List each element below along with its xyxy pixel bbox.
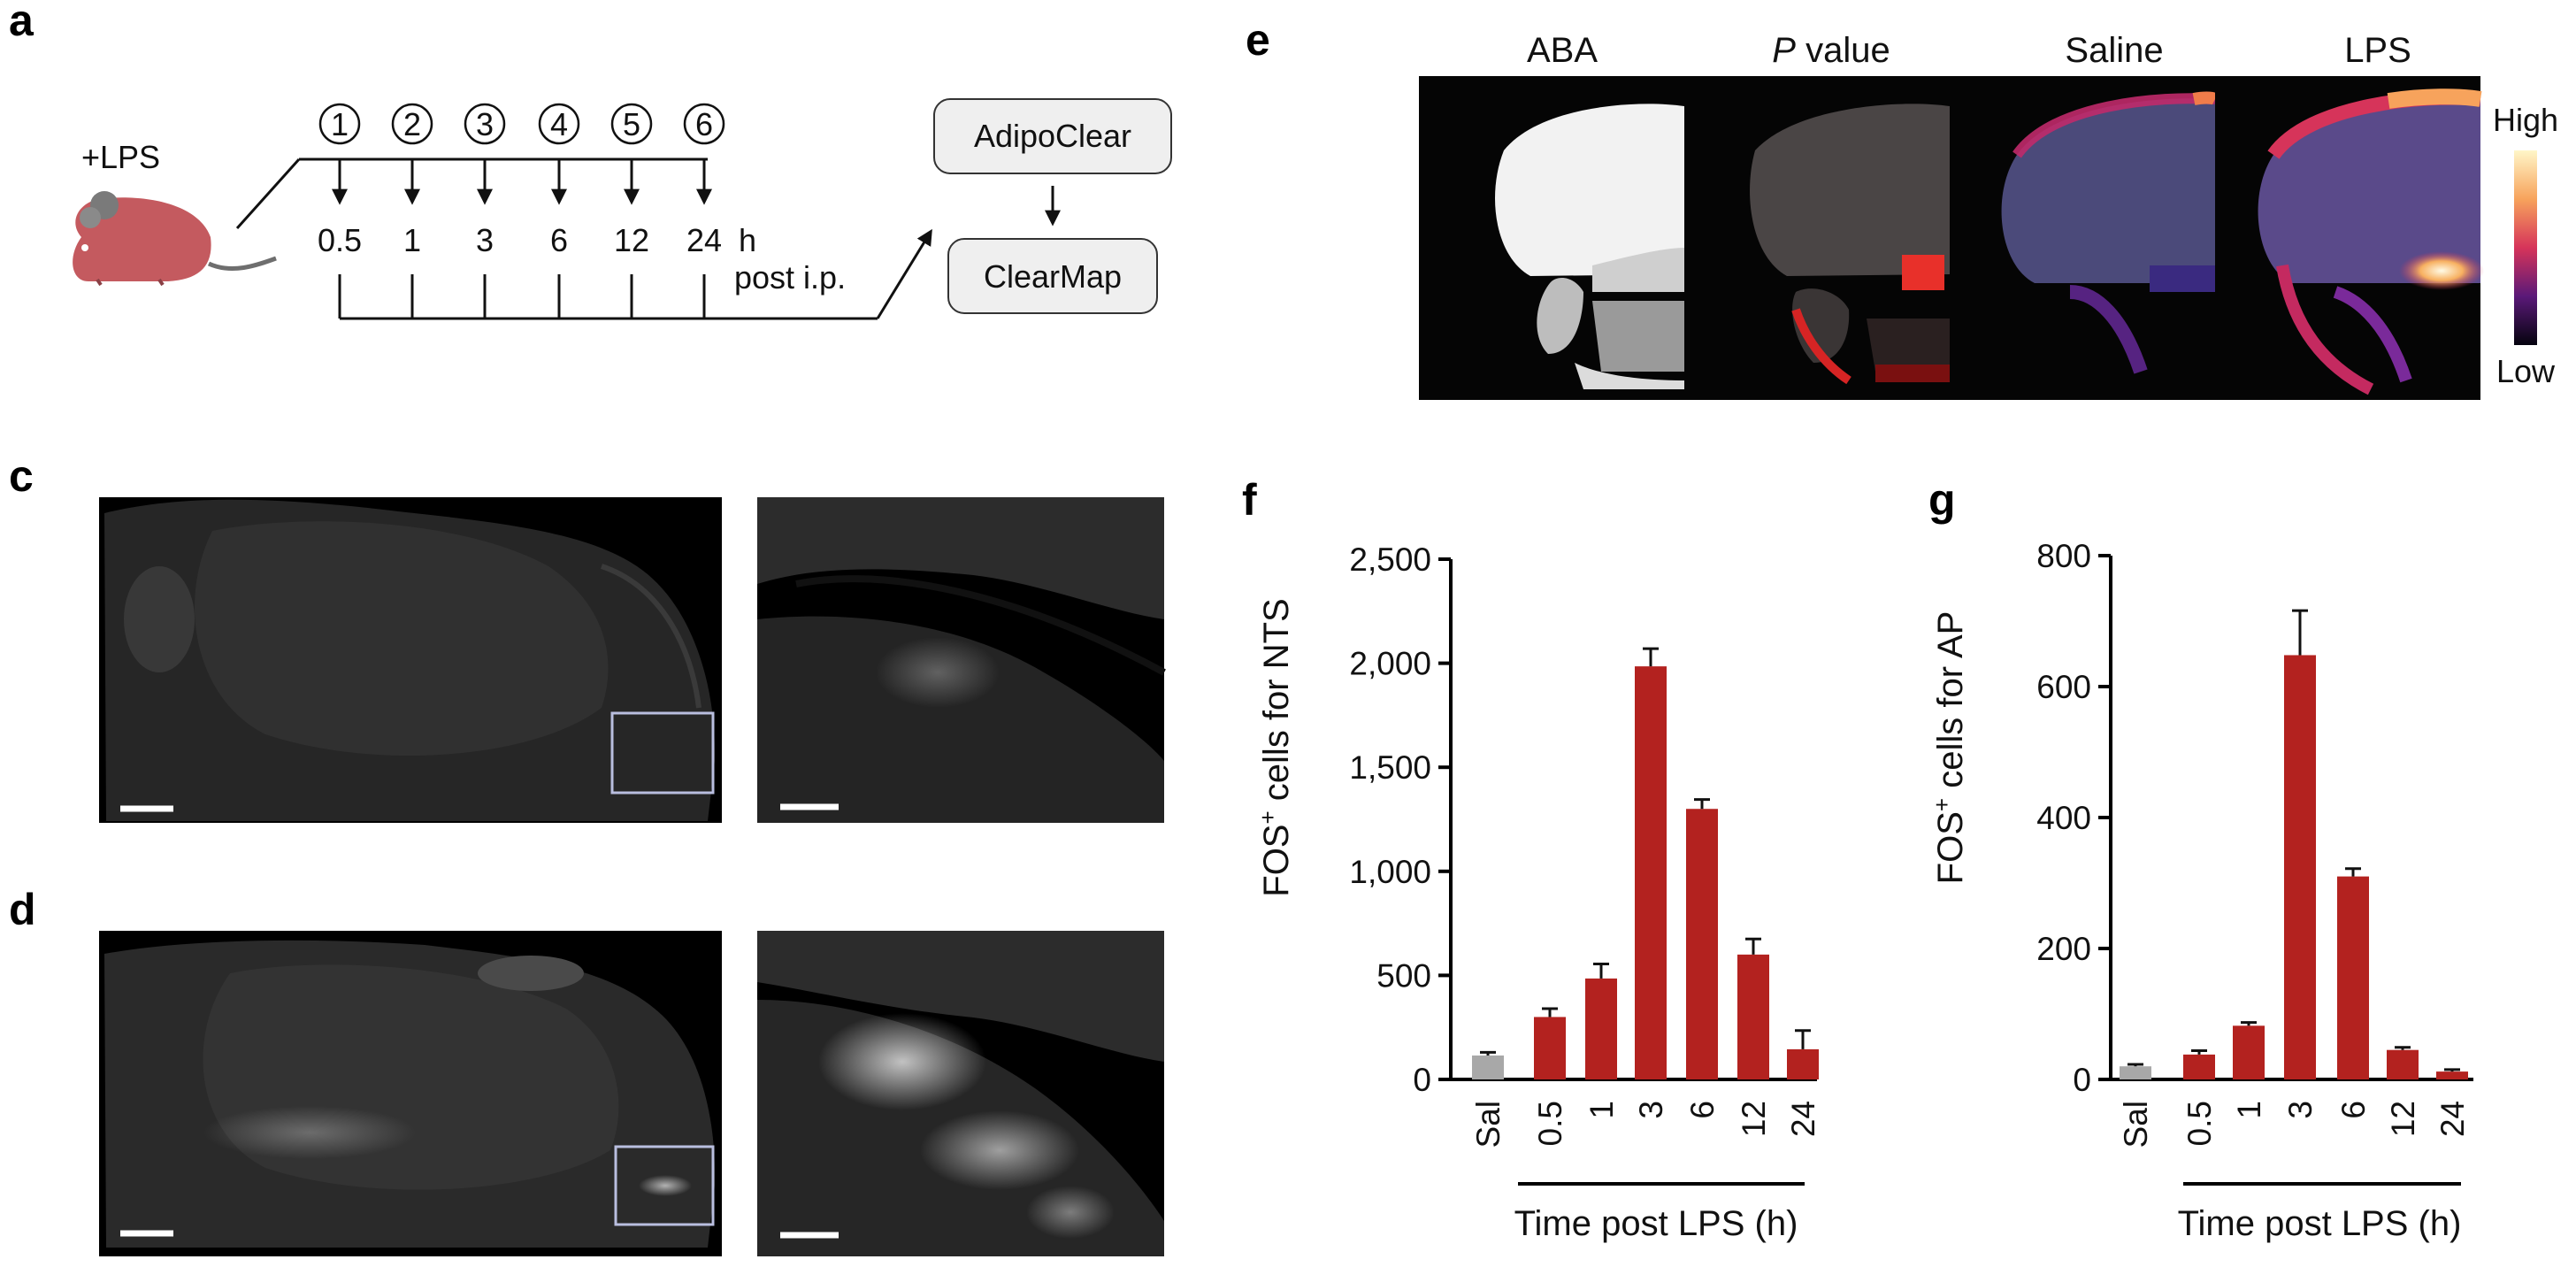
chart-g: FOS+ cells for AP Time post LPS (h) 0 200… xyxy=(1928,538,2473,1243)
bar xyxy=(1585,978,1617,1079)
step-number: 1 xyxy=(331,106,349,142)
x-tick-label: 12 xyxy=(2385,1101,2421,1137)
panel-label-c: c xyxy=(9,451,34,501)
y-tick-label: 0 xyxy=(2073,1062,2091,1098)
x-tick-label: 3 xyxy=(1633,1101,1669,1119)
column-label-saline: Saline xyxy=(2065,31,2163,70)
y-tick-label: 0 xyxy=(1413,1062,1431,1098)
step-circle xyxy=(538,103,580,145)
panel-label-a: a xyxy=(9,0,34,45)
chart-g-ylabel: FOS+ cells for AP xyxy=(1928,611,1970,885)
bar xyxy=(2120,1066,2151,1079)
bar xyxy=(1534,1017,1566,1079)
timepoint-label: 12 xyxy=(614,222,649,258)
bar xyxy=(1686,809,1718,1079)
saline-heatmap-image xyxy=(1950,76,2219,400)
step-circle xyxy=(318,103,361,145)
y-tick-label: 400 xyxy=(2036,800,2091,836)
y-tick-label: 500 xyxy=(1376,957,1431,994)
bar xyxy=(1472,1055,1504,1079)
panel-label-e: e xyxy=(1246,15,1270,65)
x-tick-label: 0.5 xyxy=(1532,1101,1568,1146)
step-circle xyxy=(464,103,506,145)
bar xyxy=(2183,1054,2215,1079)
x-tick-label: 6 xyxy=(1684,1101,1721,1119)
panel-c-inset-image xyxy=(757,497,1166,823)
column-label-lps: LPS xyxy=(2344,31,2411,70)
x-tick-label: 0.5 xyxy=(2181,1101,2218,1146)
column-label-aba: ABA xyxy=(1527,31,1598,70)
step-circle xyxy=(610,103,653,145)
panel-d-inset-image xyxy=(757,931,1164,1256)
bar xyxy=(2233,1025,2265,1079)
panel-label-d: d xyxy=(9,885,36,934)
mouse-icon xyxy=(73,191,277,287)
lps-heatmap-image xyxy=(2215,76,2484,400)
inset-box-c xyxy=(610,711,715,795)
bar xyxy=(2337,876,2369,1079)
aba-atlas-image xyxy=(1419,76,1684,400)
colorbar: High Low xyxy=(2493,102,2558,389)
timepoint-label: 6 xyxy=(550,222,568,258)
colorbar-low-label: Low xyxy=(2496,353,2556,389)
chart-g-xlabel: Time post LPS (h) xyxy=(2178,1204,2462,1243)
chart-f: FOS+ cells for NTS Time post LPS (h) 0 50… xyxy=(1254,541,1821,1243)
p-value-map-image xyxy=(1684,76,1950,400)
colorbar-high-label: High xyxy=(2493,102,2558,138)
step-number: 5 xyxy=(623,106,640,142)
inset-box-d xyxy=(614,1145,715,1226)
panel-c-whole-brain-image xyxy=(99,497,722,823)
clearmap-box: ClearMap xyxy=(947,238,1158,314)
y-tick-label: 2,000 xyxy=(1349,646,1431,682)
timepoint-label: 24 xyxy=(686,222,722,258)
y-tick-label: 200 xyxy=(2036,931,2091,967)
route-label: post i.p. xyxy=(734,259,846,296)
clearmap-label: ClearMap xyxy=(984,258,1122,295)
y-tick-label: 800 xyxy=(2036,538,2091,574)
timepoint-label: 3 xyxy=(476,222,494,258)
x-tick-label: Sal xyxy=(2118,1101,2154,1148)
step-number: 6 xyxy=(695,106,713,142)
y-tick-label: 600 xyxy=(2036,669,2091,705)
column-label-p-value: P value xyxy=(1772,31,1890,70)
x-tick-label: 24 xyxy=(2434,1101,2471,1137)
bar xyxy=(1737,954,1769,1079)
panel-label-g: g xyxy=(1928,475,1956,525)
collection-line xyxy=(340,228,932,320)
injection-line xyxy=(235,157,708,230)
bar xyxy=(2284,655,2316,1079)
x-tick-label: 3 xyxy=(2282,1101,2319,1119)
step-circle xyxy=(683,103,725,145)
adipoclear-label: AdipoClear xyxy=(974,118,1131,154)
unit-label: h xyxy=(739,222,756,258)
chart-f-xlabel: Time post LPS (h) xyxy=(1514,1204,1798,1243)
timepoint-label: 0.5 xyxy=(318,222,362,258)
bar xyxy=(2387,1049,2419,1079)
chart-f-ylabel: FOS+ cells for NTS xyxy=(1254,598,1296,896)
x-tick-label: 6 xyxy=(2335,1101,2372,1119)
timepoint-steps: 1 0.5 2 1 3 3 4 6 5 12 6 24 xyxy=(318,103,725,319)
panel-d-whole-brain-image xyxy=(99,931,722,1256)
y-tick-label: 2,500 xyxy=(1349,541,1431,578)
step-circle xyxy=(391,103,433,145)
step-number: 4 xyxy=(550,106,568,142)
panel-label-f: f xyxy=(1242,475,1257,525)
y-tick-label: 1,500 xyxy=(1349,749,1431,786)
bar xyxy=(1787,1048,1819,1079)
x-tick-label: Sal xyxy=(1470,1101,1506,1148)
timepoint-label: 1 xyxy=(403,222,421,258)
adipoclear-box: AdipoClear xyxy=(933,98,1172,174)
x-tick-label: 1 xyxy=(2231,1101,2267,1119)
y-tick-label: 1,000 xyxy=(1349,854,1431,890)
bar xyxy=(1635,666,1667,1079)
bar xyxy=(2436,1071,2468,1079)
x-tick-label: 24 xyxy=(1785,1101,1821,1137)
step-number: 2 xyxy=(403,106,421,142)
x-tick-label: 1 xyxy=(1583,1101,1620,1119)
step-number: 3 xyxy=(476,106,494,142)
lps-treatment-label: +LPS xyxy=(81,139,160,175)
x-tick-label: 12 xyxy=(1736,1101,1772,1137)
